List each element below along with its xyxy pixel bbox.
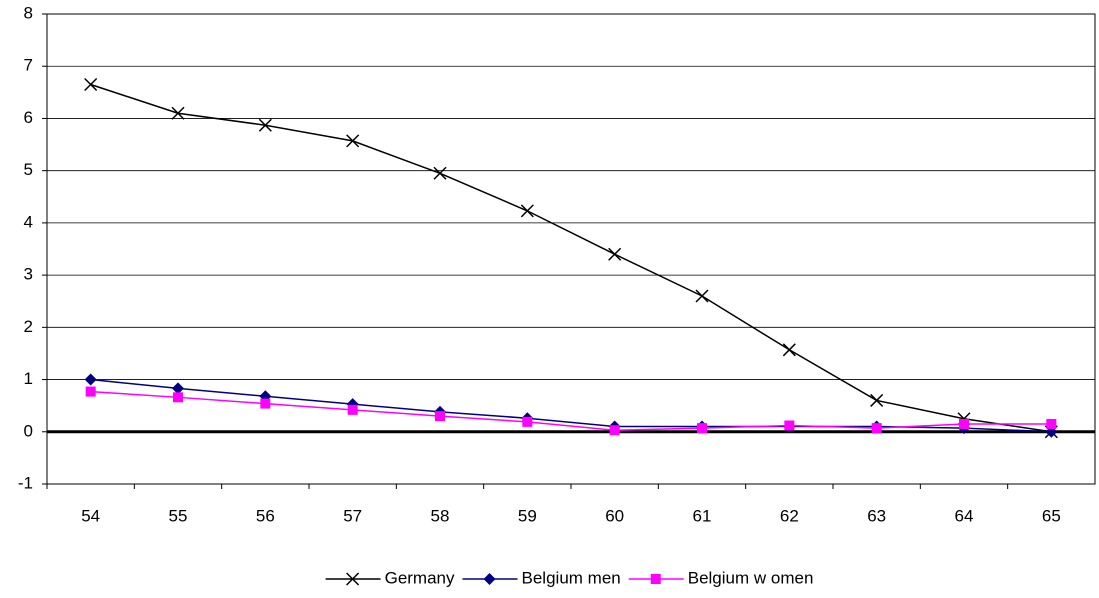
y-tick-label: 8: [24, 3, 33, 22]
marker: [522, 416, 533, 427]
y-tick-label: -1: [18, 473, 33, 492]
series-line: [90, 390, 1052, 431]
marker: [171, 106, 185, 120]
x-tick-label: 61: [693, 506, 712, 525]
y-tick-label: 0: [24, 421, 33, 440]
x-tick-label: 54: [81, 506, 100, 525]
marker: [609, 425, 620, 436]
marker: [346, 134, 360, 148]
marker: [84, 77, 98, 92]
marker: [650, 574, 661, 584]
marker: [959, 418, 969, 429]
legend: Germany Belgium men Belgium w omen: [325, 568, 814, 587]
marker: [871, 423, 882, 434]
marker: [695, 289, 709, 303]
marker: [258, 118, 272, 132]
marker: [608, 247, 622, 261]
legend-label: Germany: [385, 568, 455, 587]
marker: [172, 382, 184, 395]
y-tick-label: 2: [24, 317, 33, 336]
y-tick-label: 4: [24, 212, 33, 231]
x-tick-label: 59: [518, 506, 537, 525]
x-tick-label: 65: [1042, 506, 1061, 525]
series-line: [90, 83, 1052, 433]
marker: [784, 420, 795, 431]
marker: [346, 572, 360, 586]
x-tick-label: 57: [343, 506, 362, 525]
marker: [173, 392, 183, 403]
y-tick-label: 7: [24, 56, 33, 75]
marker: [85, 386, 96, 397]
marker: [84, 373, 97, 386]
y-tick-label: 5: [24, 160, 33, 179]
x-tick-label: 60: [605, 506, 624, 525]
marker: [1046, 418, 1057, 429]
marker: [435, 411, 445, 422]
legend-label: Belgium w omen: [688, 568, 814, 587]
marker: [520, 204, 534, 218]
x-tick-label: 64: [955, 506, 974, 525]
marker: [347, 404, 358, 415]
x-tick-label: 55: [169, 506, 188, 525]
y-tick-label: 3: [24, 265, 33, 284]
x-tick-label: 62: [780, 506, 799, 525]
marker: [697, 423, 707, 434]
marker: [433, 166, 447, 180]
series-line: [90, 378, 1052, 433]
marker: [782, 343, 796, 357]
y-tick-label: 6: [24, 108, 33, 127]
legend-label: Belgium men: [522, 568, 621, 587]
x-tick-label: 63: [867, 506, 886, 525]
x-tick-label: 56: [256, 506, 275, 525]
marker: [483, 573, 496, 585]
marker: [260, 398, 271, 409]
y-tick-label: 1: [24, 369, 33, 388]
marker: [870, 393, 884, 407]
x-tick-label: 58: [431, 506, 450, 525]
